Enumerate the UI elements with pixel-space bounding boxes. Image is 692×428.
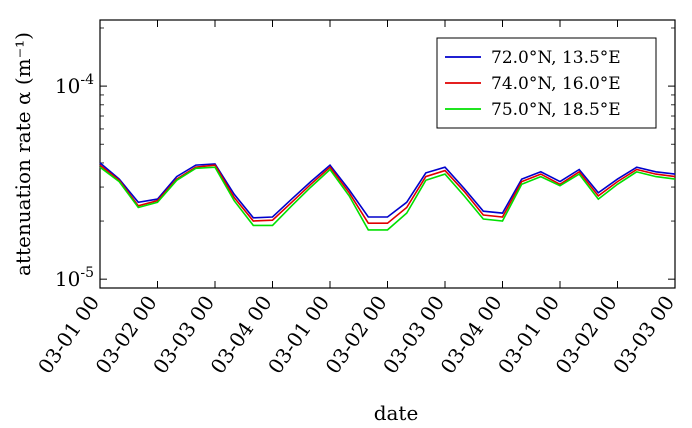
series-line: [99, 164, 676, 224]
x-axis-title: date: [374, 401, 419, 425]
legend: 72.0°N, 13.5°E 74.0°N, 16.0°E 75.0°N, 18.5…: [436, 37, 657, 129]
legend-label: 72.0°N, 13.5°E: [491, 48, 621, 68]
series-line: [99, 166, 676, 231]
y-tick-label: 10-5: [55, 265, 94, 291]
y-axis-title: attenuation rate α (m⁻¹): [11, 32, 35, 276]
y-tick-label: 10-4: [55, 72, 94, 98]
legend-label: 74.0°N, 16.0°E: [491, 74, 621, 94]
legend-label: 75.0°N, 18.5°E: [491, 100, 621, 120]
series-lines: [99, 162, 676, 231]
series-line: [99, 162, 676, 219]
